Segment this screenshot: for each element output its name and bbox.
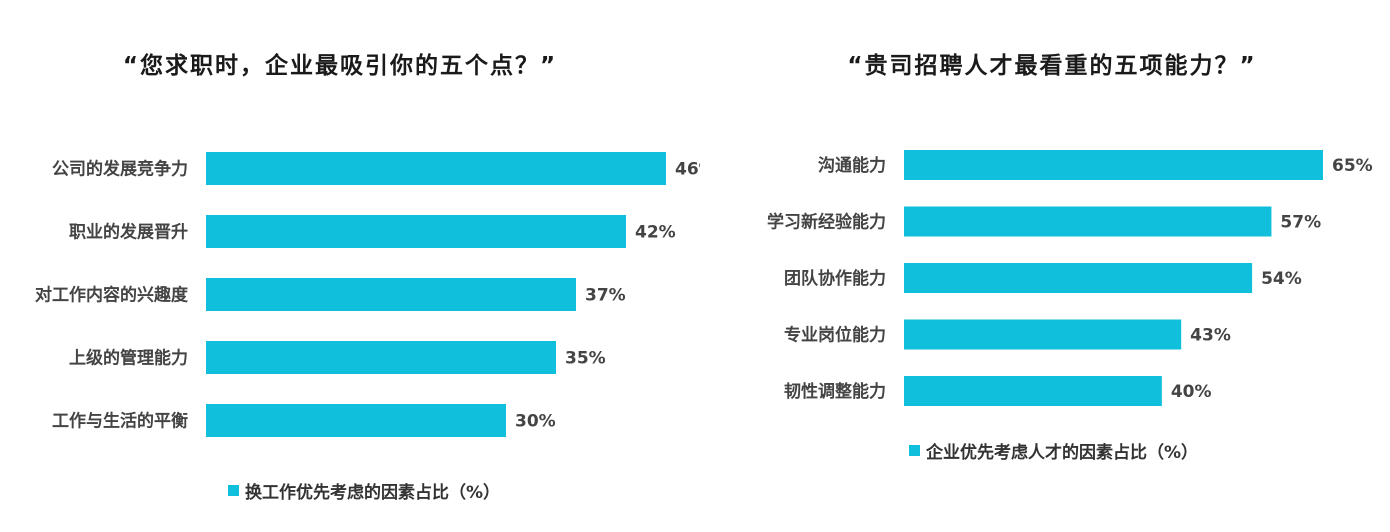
- bar-right-2: [904, 263, 1253, 293]
- bar-right-1: [904, 206, 1272, 237]
- value-label-right-0: 65%: [1332, 156, 1373, 176]
- chart-right: 沟通能力 65% 学习新经验能力 57% 团队协作能力 54% 专业岗位能力 43% 韧性调整能…: [767, 150, 1373, 406]
- legend-swatch-left: [228, 485, 239, 496]
- value-label-left-3: 35%: [565, 349, 606, 369]
- bar-right-3: [904, 319, 1182, 350]
- bar-right-0: [904, 150, 1323, 180]
- category-label-right-3: 专业岗位能力: [784, 325, 886, 346]
- value-label-left-0: 46%: [675, 160, 700, 180]
- chart-title-right: “贵司招聘人才最看重的五项能力？”: [847, 53, 1257, 79]
- value-label-right-1: 57%: [1280, 213, 1321, 233]
- chart-title-left: “您求职时，企业最吸引你的五个点？”: [122, 53, 558, 79]
- bar-right-4: [904, 376, 1162, 406]
- legend-right: 企业优先考虑人才的因素占比（%）: [909, 438, 1198, 463]
- chart-left: 公司的发展竞争力 46% 职业的发展晋升 42% 对工作内容的兴趣度 37% 上级的管理能力…: [35, 152, 700, 437]
- category-label-left-3: 上级的管理能力: [69, 348, 188, 369]
- category-label-left-1: 职业的发展晋升: [69, 222, 188, 243]
- legend-swatch-right: [909, 445, 920, 456]
- legend-label-left: 换工作优先考虑的因素占比（%）: [245, 483, 501, 503]
- category-label-right-1: 学习新经验能力: [767, 212, 886, 233]
- category-label-right-4: 韧性调整能力: [784, 381, 886, 402]
- value-label-right-2: 54%: [1261, 269, 1302, 289]
- category-label-right-0: 沟通能力: [818, 155, 886, 176]
- category-label-left-0: 公司的发展竞争力: [52, 159, 188, 180]
- value-label-left-2: 37%: [585, 286, 626, 306]
- chart-panel-right: “贵司招聘人才最看重的五项能力？” 沟通能力 65% 学习新经验能力 57% 团队协作能…: [700, 0, 1390, 532]
- bar-left-3: [206, 341, 556, 374]
- bar-left-4: [206, 404, 506, 437]
- bar-left-0: [206, 152, 666, 185]
- legend-left: 换工作优先考虑的因素占比（%）: [228, 478, 500, 503]
- legend-label-right: 企业优先考虑人才的因素占比（%）: [926, 443, 1199, 463]
- bar-left-1: [206, 215, 626, 248]
- chart-panel-left: “您求职时，企业最吸引你的五个点？” 公司的发展竞争力 46% 职业的发展晋升 42%…: [35, 53, 700, 503]
- value-label-right-4: 40%: [1171, 382, 1212, 402]
- value-label-left-1: 42%: [635, 223, 676, 243]
- category-label-left-2: 对工作内容的兴趣度: [35, 285, 189, 306]
- category-label-right-2: 团队协作能力: [784, 268, 886, 289]
- value-label-left-4: 30%: [515, 412, 556, 432]
- category-label-left-4: 工作与生活的平衡: [52, 411, 188, 432]
- value-label-right-3: 43%: [1190, 326, 1231, 346]
- bar-left-2: [206, 278, 576, 311]
